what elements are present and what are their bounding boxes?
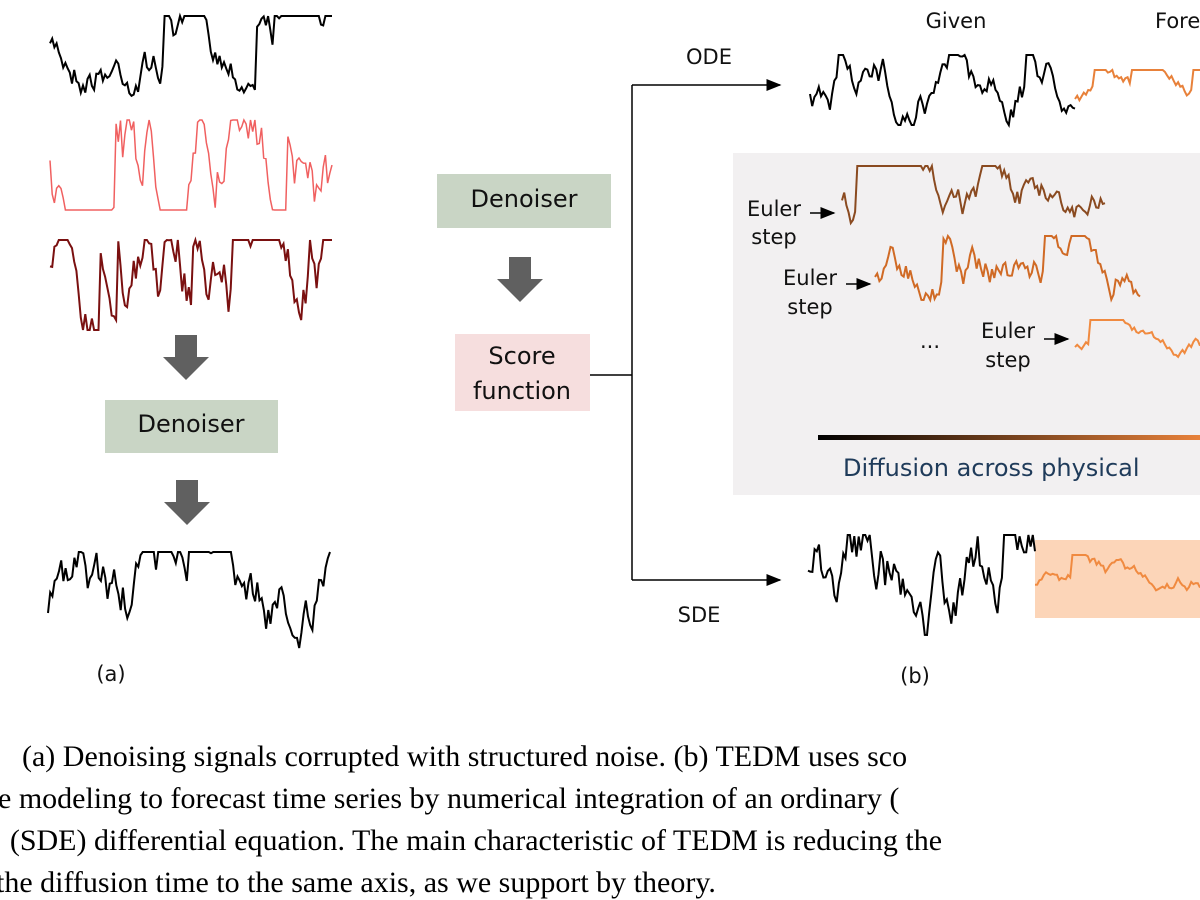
ellipsis: ... <box>920 329 940 353</box>
forecast-label: Fore <box>1155 9 1200 33</box>
signal <box>49 236 332 331</box>
denoiser-label: Denoiser <box>138 410 245 438</box>
ode-label: ODE <box>686 45 732 69</box>
caption-line: (a) Denoising signals corrupted with str… <box>22 740 907 773</box>
denoiser-label: Denoiser <box>471 185 578 213</box>
score-box <box>455 334 590 411</box>
score-label: function <box>473 377 571 405</box>
signal <box>807 534 1036 637</box>
euler-label: step <box>751 225 796 249</box>
signals <box>47 12 1200 649</box>
signal <box>809 53 1076 128</box>
signal <box>47 550 331 649</box>
signal <box>1074 319 1200 359</box>
arrow-down <box>497 257 543 302</box>
signals <box>841 162 1200 359</box>
ode-panel <box>733 153 1200 495</box>
denoiser-box <box>105 400 278 453</box>
caption-line: e modeling to forecast time series by nu… <box>0 782 899 815</box>
caption-line: : (SDE) differential equation. The main … <box>0 824 942 857</box>
sde-label: SDE <box>678 603 721 627</box>
euler-label: Euler <box>981 319 1035 343</box>
caption-line: the diffusion time to the same axis, as … <box>0 866 716 899</box>
diffusion-label: Diffusion across physical <box>843 454 1140 482</box>
signal <box>1074 68 1200 103</box>
arrow-down <box>163 335 209 380</box>
signal <box>841 162 1106 226</box>
euler-label: Euler <box>783 266 837 290</box>
signal <box>1034 554 1200 592</box>
signal <box>874 233 1141 303</box>
euler-label: Euler <box>747 197 801 221</box>
signals <box>807 534 1200 637</box>
score-label: Score <box>488 342 555 370</box>
panel-label: (a) <box>96 662 125 686</box>
panel-label: (b) <box>900 664 930 688</box>
given-label: Given <box>926 9 987 33</box>
arrow-down <box>164 480 210 525</box>
signal <box>49 12 332 98</box>
euler-label: step <box>985 348 1030 372</box>
denoiser-box <box>437 174 611 228</box>
signal <box>49 118 333 211</box>
diffusion-bar <box>818 435 1200 440</box>
euler-label: step <box>787 295 832 319</box>
connector <box>590 85 633 580</box>
